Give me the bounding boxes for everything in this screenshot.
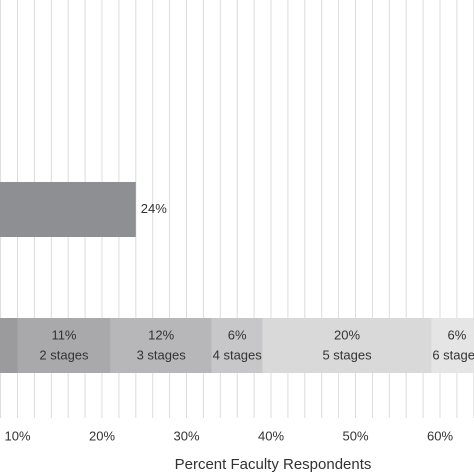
- segment-name: 3 stages: [137, 347, 187, 362]
- value-label: 6%: [448, 327, 467, 342]
- x-tick-label: 30%: [173, 428, 199, 443]
- bar-segment: [110, 318, 212, 373]
- segment-name: 5 stages: [322, 347, 372, 362]
- x-tick-label: 10%: [4, 428, 30, 443]
- segment-name: 2 stages: [39, 347, 89, 362]
- value-label: 6%: [228, 327, 247, 342]
- x-axis-title: Percent Faculty Respondents: [175, 456, 372, 473]
- bar-segment: [262, 318, 432, 373]
- value-label: 11%: [51, 327, 76, 342]
- bar-segment: [17, 318, 111, 373]
- x-tick-label: 20%: [89, 428, 115, 443]
- bar-segment: [0, 182, 136, 237]
- bar-segment: [431, 318, 474, 373]
- x-tick-label: 60%: [427, 428, 453, 443]
- value-label: 24%: [141, 201, 167, 216]
- segment-name: 6 stages: [432, 347, 474, 362]
- value-label: 20%: [334, 327, 360, 342]
- segment-name: 4 stages: [213, 347, 263, 362]
- value-label: 12%: [148, 327, 174, 342]
- x-tick-label: 40%: [258, 428, 284, 443]
- x-tick-label: 50%: [342, 428, 368, 443]
- bar-segment: [0, 318, 18, 373]
- bar-segment: [211, 318, 263, 373]
